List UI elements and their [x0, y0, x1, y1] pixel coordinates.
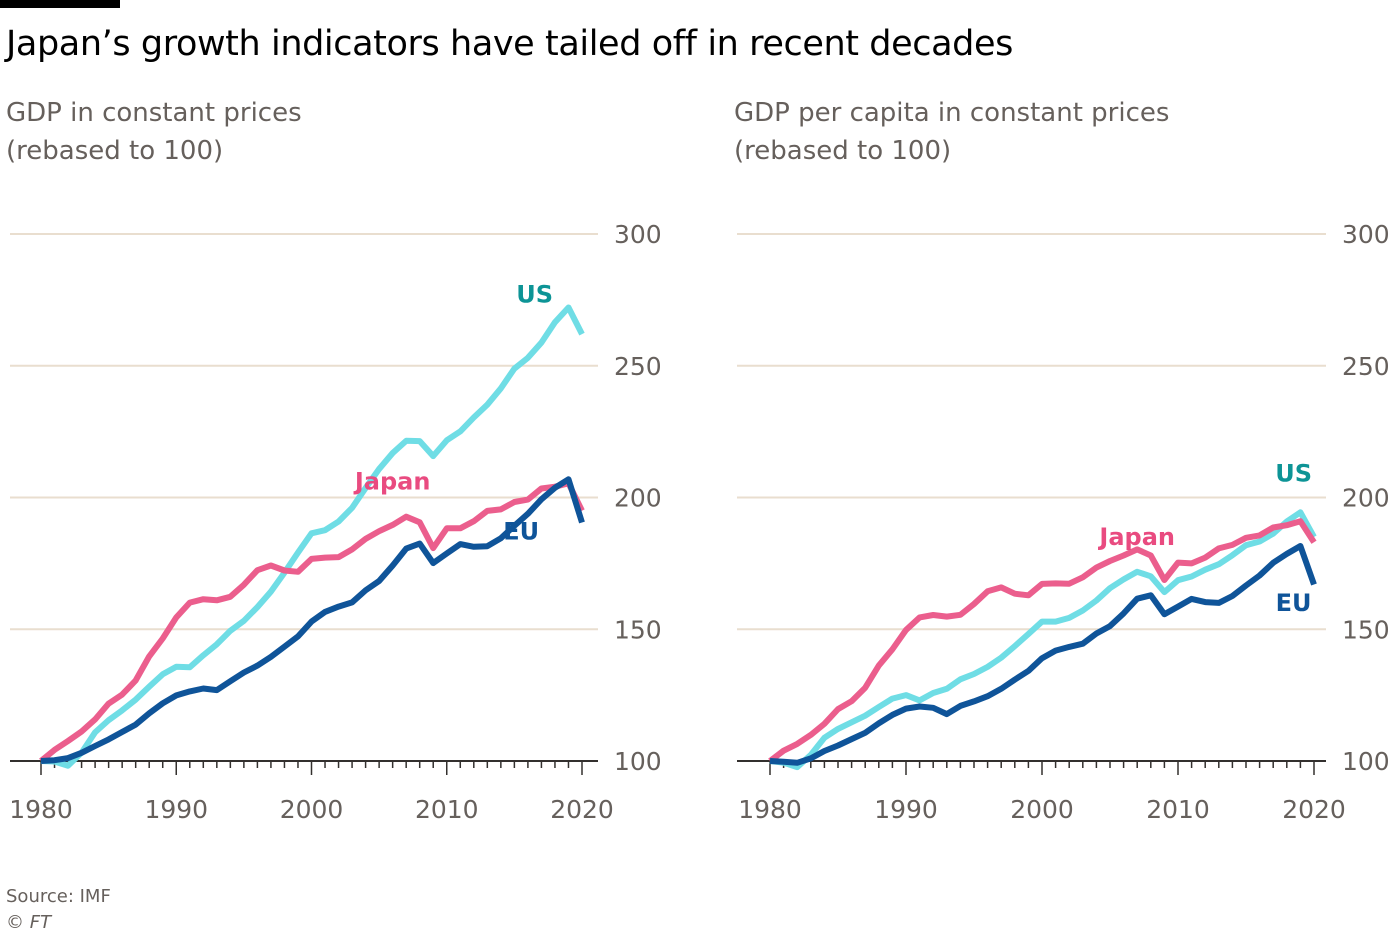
- chart-title: Japan’s growth indicators have tailed of…: [6, 24, 1013, 64]
- y-tick-label: 200: [1342, 484, 1390, 513]
- y-tick-label: 100: [1342, 747, 1390, 776]
- gdp-panel: 100 150 200 250 300 1980 1990 2000 2010 2020 US Jap…: [9, 220, 662, 824]
- right-subtitle-line-1: GDP per capita in constant prices: [734, 98, 1170, 128]
- series-line-us: [769, 509, 1317, 771]
- x-tick-label: 2000: [1010, 795, 1074, 824]
- series-line-eu: [40, 476, 585, 764]
- x-tick-label: 1980: [738, 795, 802, 824]
- series-line-japan: [768, 518, 1317, 764]
- y-tick-label: 200: [614, 484, 662, 513]
- y-tick-label: 300: [614, 220, 662, 249]
- series-label-japan: Japan: [1097, 523, 1175, 551]
- series-label-japan: Japan: [353, 468, 431, 496]
- source-note: Source: IMF © FT: [6, 884, 111, 936]
- ft-top-bar: [0, 0, 120, 8]
- x-tick-label: 2020: [1282, 795, 1346, 824]
- series-line-japan: [39, 480, 585, 764]
- y-tick-label: 150: [614, 615, 662, 644]
- y-tick-label: 250: [614, 352, 662, 381]
- copyright-text: © FT: [6, 912, 52, 933]
- x-tick-label: 1980: [9, 795, 73, 824]
- y-tick-label: 250: [1342, 352, 1390, 381]
- y-tick-label: 150: [1342, 615, 1390, 644]
- x-tick-label: 2010: [1146, 795, 1210, 824]
- series-label-eu: EU: [1276, 589, 1312, 617]
- right-chart-subtitle: GDP per capita in constant prices (rebas…: [734, 94, 1354, 170]
- gdp-per-capita-panel: 100 150 200 250 300 1980 1990 2000 2010 2020 US Jap…: [737, 220, 1390, 824]
- y-tick-label: 300: [1342, 220, 1390, 249]
- y-tick-label: 100: [614, 747, 662, 776]
- source-text: Source: IMF: [6, 886, 111, 907]
- x-tick-label: 1990: [874, 795, 938, 824]
- left-chart-subtitle: GDP in constant prices (rebased to 100): [6, 94, 626, 170]
- series-label-eu: EU: [503, 518, 539, 546]
- x-tick-label: 2010: [415, 795, 479, 824]
- right-subtitle-line-2: (rebased to 100): [734, 136, 952, 166]
- left-subtitle-line-1: GDP in constant prices: [6, 98, 302, 128]
- x-tick-label: 1990: [144, 795, 208, 824]
- series-line-us: [40, 304, 585, 769]
- x-tick-label: 2020: [550, 795, 614, 824]
- series-line-eu: [769, 543, 1317, 766]
- series-label-us: US: [516, 281, 553, 309]
- x-tick-label: 2000: [280, 795, 344, 824]
- left-subtitle-line-2: (rebased to 100): [6, 136, 224, 166]
- series-label-us: US: [1275, 460, 1312, 488]
